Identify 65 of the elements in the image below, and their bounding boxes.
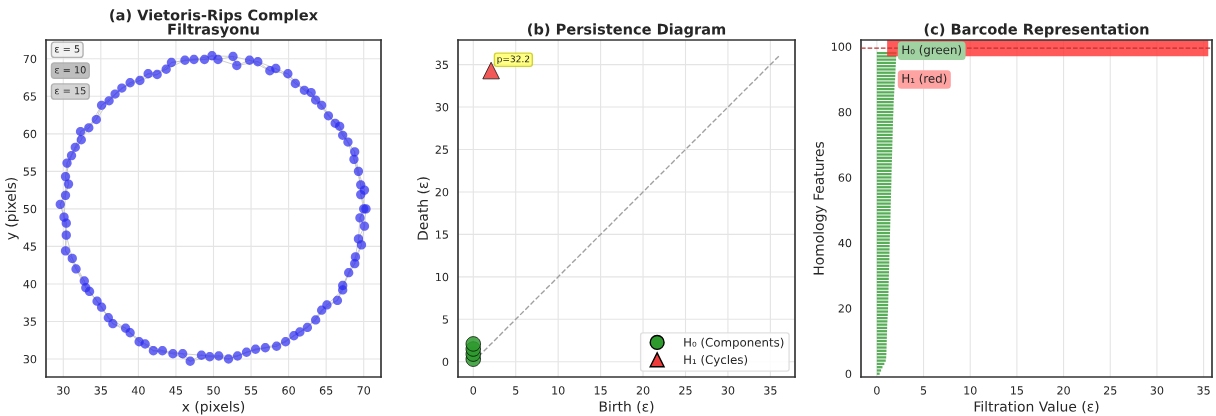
chart-title: (b) Persistence Diagram: [528, 23, 726, 38]
annotation: ε = 5: [55, 45, 80, 53]
annotation: p=32.2: [497, 55, 530, 65]
y-tick-label: 65: [23, 92, 36, 101]
y-tick-label: 45: [23, 242, 36, 251]
y-axis-title: Homology Features: [813, 141, 827, 275]
y-axis-title: y (pixels): [5, 177, 19, 240]
y-tick-label: 30: [23, 354, 37, 364]
x-tick-label: 5: [513, 386, 519, 395]
x-tick-label: 25: [1103, 386, 1117, 395]
x-tick-label: 70: [357, 386, 371, 395]
x-tick-label: 55: [244, 386, 258, 395]
x-tick-label: 30: [1150, 386, 1164, 395]
y-tick-label: 60: [23, 129, 37, 139]
legend-label: H₀ (Components): [684, 337, 784, 350]
y-tick-label: 80: [838, 107, 852, 117]
x-tick-label: 0: [470, 386, 477, 395]
y-tick-label: 15: [436, 230, 448, 239]
x-tick-label: 50: [207, 386, 220, 395]
x-tick-label: 45: [169, 386, 183, 395]
chart-title: (c) Barcode Representation: [924, 23, 1149, 38]
x-tick-label: 30: [721, 386, 735, 395]
y-tick-label: 0: [845, 369, 852, 379]
y-tick-label: 50: [23, 204, 37, 214]
y-tick-label: 10: [436, 272, 449, 282]
x-tick-label: 65: [319, 386, 333, 395]
x-tick-label: 35: [764, 386, 777, 395]
x-tick-label: 35: [1197, 386, 1210, 395]
x-tick-label: 20: [1057, 386, 1070, 395]
x-axis-title: Birth (ε): [599, 400, 654, 414]
y-tick-label: 100: [831, 42, 852, 51]
chart-title: (a) Vietoris-Rips Complex Filtrasyonu: [110, 9, 318, 38]
legend-label: H₁ (Cycles): [684, 354, 748, 367]
x-tick-label: 30: [57, 386, 70, 395]
y-tick-label: 40: [23, 279, 37, 289]
y-tick-label: 40: [838, 238, 852, 248]
x-tick-label: 35: [94, 386, 107, 395]
x-tick-label: 0: [874, 386, 880, 395]
x-tick-label: 60: [282, 386, 295, 395]
y-tick-label: 60: [838, 173, 852, 182]
x-tick-label: 5: [920, 386, 927, 395]
x-tick-label: 15: [594, 386, 607, 395]
x-tick-label: 40: [131, 386, 145, 395]
x-tick-label: 15: [1011, 386, 1023, 395]
x-tick-label: 10: [552, 386, 565, 395]
x-tick-label: 25: [679, 386, 692, 395]
x-tick-label: 10: [964, 386, 977, 395]
y-tick-label: 20: [838, 304, 852, 313]
y-tick-label: 30: [435, 103, 449, 112]
y-axis-title: Death (ε): [417, 177, 430, 240]
annotation: H₀ (green): [902, 45, 962, 57]
annotation: ε = 10: [55, 66, 86, 74]
y-tick-label: 35: [435, 60, 448, 69]
x-axis-title: x (pixels): [182, 400, 245, 415]
annotation: H₁ (red): [902, 73, 947, 85]
y-tick-label: 0: [442, 357, 449, 367]
y-tick-label: 70: [23, 54, 37, 64]
y-tick-label: 25: [435, 145, 448, 154]
x-tick-label: 20: [636, 386, 650, 395]
x-axis-title: Filtration Value (ε): [974, 400, 1099, 414]
y-tick-label: 5: [442, 315, 448, 324]
annotation: ε = 15: [55, 87, 86, 95]
y-tick-label: 55: [23, 167, 36, 176]
y-tick-label: 35: [23, 317, 36, 326]
y-tick-label: 20: [435, 187, 449, 197]
